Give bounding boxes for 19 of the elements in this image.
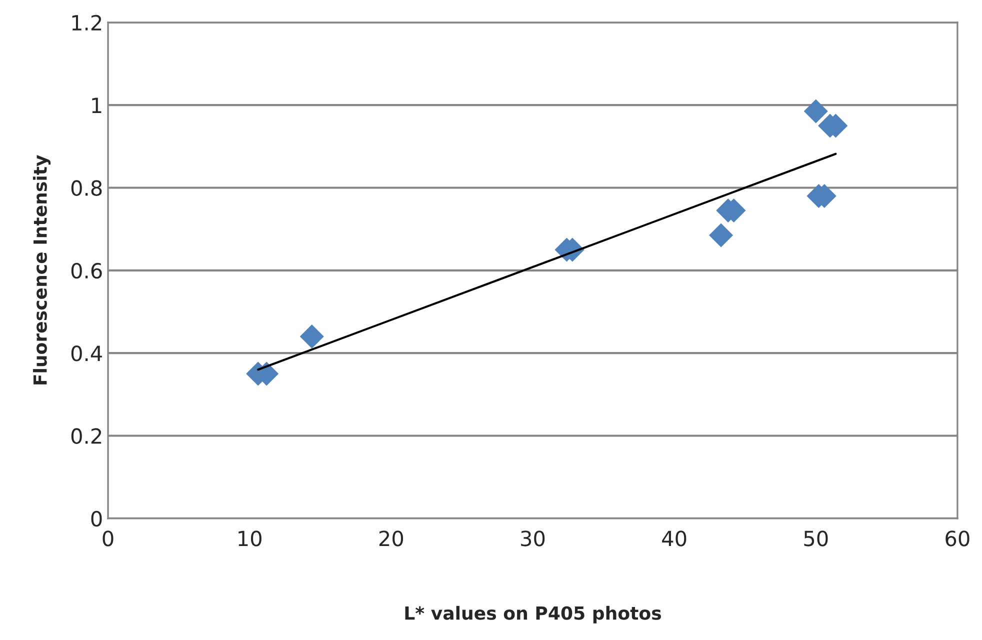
y-tick-label: 0.2 [71, 428, 102, 444]
point [708, 223, 734, 248]
y-tick-label: 0.8 [71, 180, 102, 196]
y-tick-label: 0.4 [71, 346, 102, 362]
y-tick-label: 0 [91, 510, 102, 527]
x-tick-label: 40 [662, 530, 686, 546]
x-tick-label: 60 [946, 530, 970, 546]
y-axis-title: Fluorescence Intensity [32, 155, 51, 384]
x-tick-label: 50 [804, 530, 828, 546]
x-axis-title: L* values on P405 photos [405, 606, 661, 624]
x-tick-label: 10 [238, 530, 262, 546]
y-tick-label: 0.6 [71, 262, 102, 279]
point [804, 99, 828, 124]
x-tick-label: 20 [379, 530, 404, 546]
x-tick-label: 0 [102, 530, 114, 546]
point [300, 324, 324, 349]
y-tick-label: 1.2 [72, 14, 102, 30]
y-tick-label: 1 [92, 98, 102, 113]
x-tick-label: 30 [521, 530, 545, 546]
